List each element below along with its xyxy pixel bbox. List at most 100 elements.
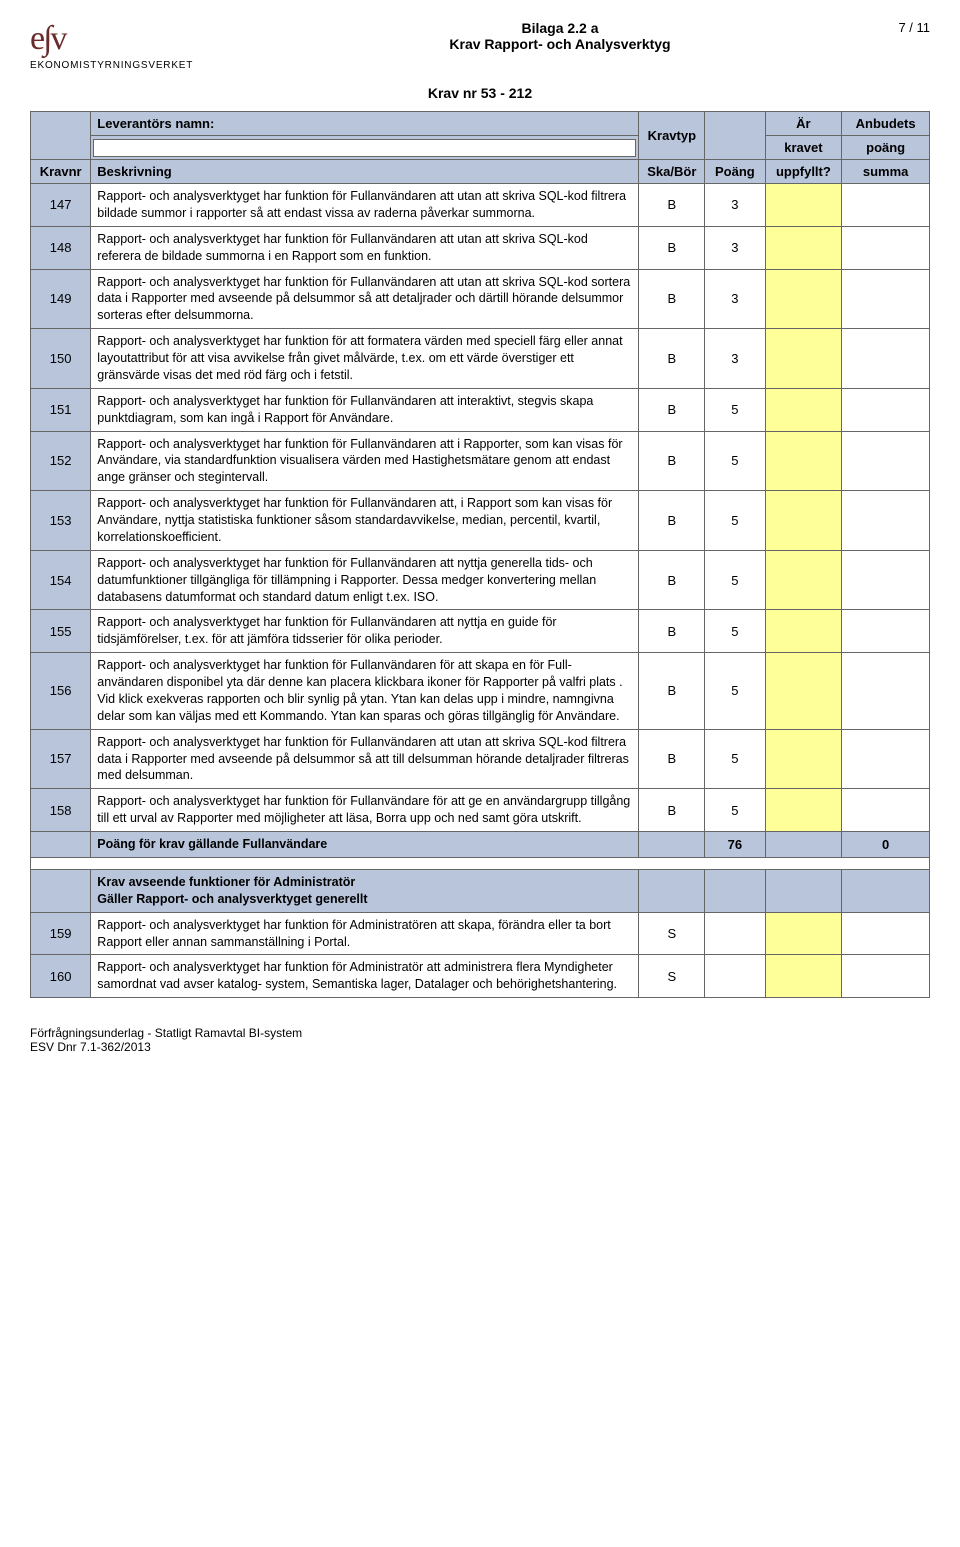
footer-line1: Förfrågningsunderlag - Statligt Ramavtal… [30,1026,930,1040]
header-row-3: Kravnr Beskrivning Ska/Bör Poäng uppfyll… [31,160,930,184]
hdr-beskrivning: Beskrivning [91,160,639,184]
cell-kravtyp: B [639,184,705,227]
cell-kravtyp: B [639,269,705,329]
cell-kravtyp: S [639,955,705,998]
table-row: 149Rapport- och analysverktyget har funk… [31,269,930,329]
table-row: 150Rapport- och analysverktyget har funk… [31,329,930,389]
cell-kravnr: 153 [31,491,91,551]
cell-uppfyllt[interactable] [765,226,842,269]
cell-kravtyp: B [639,491,705,551]
hdr-leverantor: Leverantörs namn: [91,112,639,136]
cell-kravtyp: B [639,388,705,431]
cell-uppfyllt[interactable] [765,431,842,491]
title-line-2: Krav Rapport- och Analysverktyg [270,36,850,52]
cell-summa [842,329,930,389]
cell-kravtyp: B [639,610,705,653]
table-row: 157Rapport- och analysverktyget har funk… [31,729,930,789]
cell-uppfyllt[interactable] [765,491,842,551]
cell-poang: 3 [705,184,765,227]
cell-beskrivning: Rapport- och analysverktyget har funktio… [91,912,639,955]
cell-uppfyllt[interactable] [765,729,842,789]
table-row: 153Rapport- och analysverktyget har funk… [31,491,930,551]
hdr-kravet: kravet [765,136,842,160]
cell-uppfyllt[interactable] [765,269,842,329]
cell-kravtyp: B [639,226,705,269]
cell-summa [842,912,930,955]
sum-label: Poäng för krav gällande Fullanvändare [91,832,639,858]
table-row: 160Rapport- och analysverktyget har funk… [31,955,930,998]
hdr-kravnr: Kravnr [31,160,91,184]
table-row: 152Rapport- och analysverktyget har funk… [31,431,930,491]
cell-beskrivning: Rapport- och analysverktyget har funktio… [91,184,639,227]
cell-beskrivning: Rapport- och analysverktyget har funktio… [91,610,639,653]
cell-kravtyp: B [639,789,705,832]
cell-poang: 5 [705,388,765,431]
cell-beskrivning: Rapport- och analysverktyget har funktio… [91,789,639,832]
table-row: 159Rapport- och analysverktyget har funk… [31,912,930,955]
hdr-poang-hdr: poäng [842,136,930,160]
cell-beskrivning: Rapport- och analysverktyget har funktio… [91,653,639,730]
cell-poang: 5 [705,431,765,491]
section-line2: Gäller Rapport- och analysverktyget gene… [97,891,632,908]
cell-poang: 5 [705,610,765,653]
cell-uppfyllt[interactable] [765,610,842,653]
hdr-uppfyllt: uppfyllt? [765,160,842,184]
cell-uppfyllt[interactable] [765,550,842,610]
sum-poang: 76 [705,832,765,858]
cell-poang: 5 [705,789,765,832]
logo-text: e∫v [30,20,270,58]
hdr-ar: Är [765,112,842,136]
cell-uppfyllt[interactable] [765,388,842,431]
sum-row: Poäng för krav gällande Fullanvändare 76… [31,832,930,858]
cell-poang [705,912,765,955]
cell-uppfyllt[interactable] [765,653,842,730]
footer: Förfrågningsunderlag - Statligt Ramavtal… [30,1026,930,1054]
supplier-name-field[interactable] [93,139,636,157]
footer-line2: ESV Dnr 7.1-362/2013 [30,1040,930,1054]
cell-kravtyp: B [639,729,705,789]
cell-beskrivning: Rapport- och analysverktyget har funktio… [91,388,639,431]
cell-kravtyp: B [639,653,705,730]
cell-poang: 3 [705,329,765,389]
cell-beskrivning: Rapport- och analysverktyget har funktio… [91,226,639,269]
cell-kravnr: 159 [31,912,91,955]
cell-poang: 3 [705,226,765,269]
hdr-poang: Poäng [705,160,765,184]
cell-kravtyp: B [639,329,705,389]
cell-summa [842,729,930,789]
cell-kravnr: 148 [31,226,91,269]
cell-kravtyp: S [639,912,705,955]
hdr-anbudets: Anbudets [842,112,930,136]
cell-uppfyllt[interactable] [765,789,842,832]
cell-beskrivning: Rapport- och analysverktyget har funktio… [91,491,639,551]
cell-summa [842,269,930,329]
cell-poang: 5 [705,729,765,789]
cell-kravnr: 151 [31,388,91,431]
cell-summa [842,431,930,491]
table-row: 158Rapport- och analysverktyget har funk… [31,789,930,832]
page-header: e∫v EKONOMISTYRNINGSVERKET Bilaga 2.2 a … [30,20,930,71]
cell-summa [842,491,930,551]
cell-kravnr: 149 [31,269,91,329]
cell-kravnr: 150 [31,329,91,389]
cell-beskrivning: Rapport- och analysverktyget har funktio… [91,729,639,789]
cell-uppfyllt[interactable] [765,329,842,389]
cell-summa [842,653,930,730]
cell-beskrivning: Rapport- och analysverktyget har funktio… [91,329,639,389]
page-number: 7 / 11 [850,20,930,35]
cell-kravnr: 156 [31,653,91,730]
cell-poang: 5 [705,653,765,730]
cell-kravnr: 155 [31,610,91,653]
cell-summa [842,226,930,269]
cell-uppfyllt[interactable] [765,955,842,998]
cell-summa [842,388,930,431]
logo-block: e∫v EKONOMISTYRNINGSVERKET [30,20,270,71]
cell-uppfyllt[interactable] [765,912,842,955]
cell-poang: 5 [705,491,765,551]
header-row-1: Leverantörs namn: Kravtyp Är Anbudets [31,112,930,136]
cell-kravnr: 147 [31,184,91,227]
cell-kravnr: 154 [31,550,91,610]
cell-summa [842,550,930,610]
cell-kravnr: 157 [31,729,91,789]
cell-uppfyllt[interactable] [765,184,842,227]
